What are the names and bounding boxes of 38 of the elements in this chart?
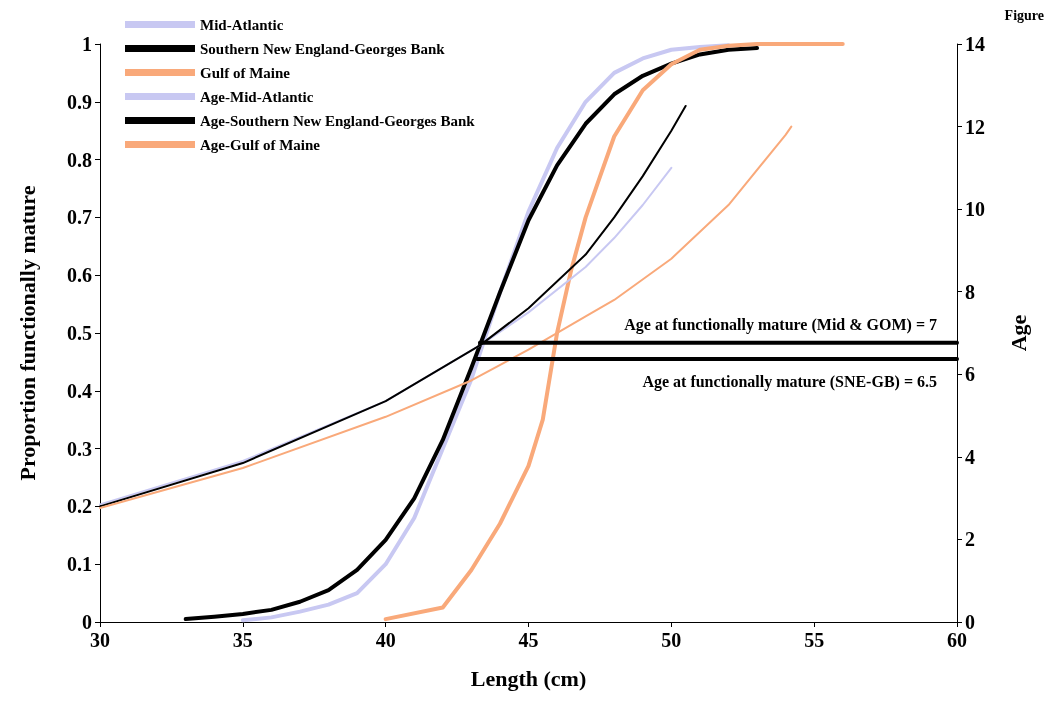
x-tick-label: 60 bbox=[947, 629, 967, 651]
y2-tick-label: 0 bbox=[965, 611, 975, 633]
y2-axis-title: Age bbox=[1005, 314, 1031, 352]
x-axis-title: Length (cm) bbox=[470, 665, 587, 691]
y-tick-label: 0.7 bbox=[67, 206, 92, 229]
x-tick-label: 40 bbox=[375, 629, 396, 651]
x-tick-label: 35 bbox=[232, 629, 253, 651]
y-tick-label: 0.6 bbox=[67, 264, 92, 287]
y-tick-label: 1 bbox=[82, 33, 92, 55]
y2-tick-label: 14 bbox=[965, 33, 985, 55]
x-tick-label: 55 bbox=[804, 629, 825, 651]
y2-tick-label: 10 bbox=[965, 198, 985, 221]
y-tick-label: 0.3 bbox=[67, 437, 92, 460]
y-tick-label: 0 bbox=[82, 611, 92, 633]
y-tick-label: 0.5 bbox=[67, 322, 92, 344]
legend-label: Age-Southern New England-Georges Bank bbox=[200, 112, 476, 129]
y-axis-title: Proportion functionally mature bbox=[14, 185, 40, 481]
y2-tick-label: 12 bbox=[965, 115, 985, 138]
legend-label: Gulf of Maine bbox=[200, 64, 291, 81]
x-tick-label: 45 bbox=[518, 629, 539, 651]
legend-label: Southern New England-Georges Bank bbox=[200, 40, 446, 57]
x-tick-label: 50 bbox=[661, 629, 682, 651]
legend-label: Age-Gulf of Maine bbox=[200, 136, 321, 153]
annotation: Age at functionally mature (SNE-GB) = 6.5 bbox=[642, 372, 937, 391]
y-tick-label: 0.8 bbox=[67, 148, 92, 171]
y-tick-label: 0.9 bbox=[67, 90, 92, 113]
y2-tick-label: 6 bbox=[965, 363, 975, 386]
y2-tick-label: 8 bbox=[965, 280, 975, 303]
y-tick-label: 0.2 bbox=[67, 495, 92, 518]
x-tick-label: 30 bbox=[90, 629, 110, 651]
y2-tick-label: 4 bbox=[965, 445, 975, 468]
y-tick-label: 0.4 bbox=[67, 379, 92, 402]
legend-label: Mid-Atlantic bbox=[200, 16, 284, 33]
y-tick-label: 0.1 bbox=[67, 553, 92, 576]
legend-label: Age-Mid-Atlantic bbox=[200, 88, 314, 105]
text: Figure bbox=[1004, 7, 1044, 23]
y2-tick-label: 2 bbox=[965, 528, 975, 551]
annotation: Age at functionally mature (Mid & GOM) = 7 bbox=[624, 316, 937, 335]
